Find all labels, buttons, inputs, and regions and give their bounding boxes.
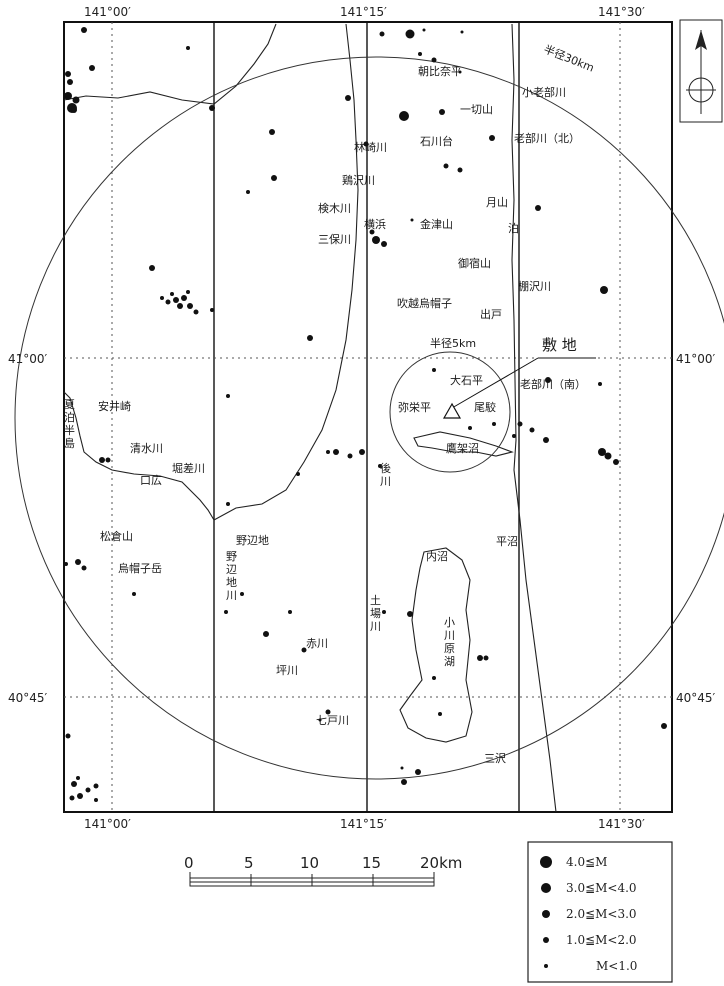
legend-label-m1: 1.0≦M<2.0 (566, 933, 637, 947)
place-ogawarako-vertical: 小川原湖 (444, 616, 455, 668)
label-radius-30km: 半径30km (542, 42, 596, 75)
coastlines (63, 23, 557, 813)
place-horisagawa: 堀差川 (172, 461, 205, 475)
scale-tick-15: 15 (362, 854, 381, 872)
place-uchinuma: 内沼 (426, 549, 448, 563)
coord-left-2: 40°45′ (8, 691, 48, 705)
place-kuchihiro: 口広 (140, 474, 162, 487)
place-dedo: 出戸 (480, 307, 502, 321)
place-tomari: 泊 (508, 222, 519, 235)
place-oishitai: 大石平 (450, 373, 483, 387)
place-noheji: 野辺地 (236, 534, 269, 547)
place-misawa: 三沢 (484, 751, 506, 765)
place-rinzakigawa: 林崎川 (354, 140, 387, 154)
coord-right-2: 40°45′ (676, 691, 716, 705)
site-label: 敷 地 (542, 336, 577, 354)
legend-dot-m2 (542, 910, 550, 918)
place-ishikawadai: 石川台 (420, 134, 453, 148)
coord-top-2: 141°15′ (340, 5, 387, 19)
label-radius-5km: 半径5km (430, 336, 476, 350)
place-atogawa-vertical: 後川 (380, 461, 391, 488)
place-asahinatai: 朝比奈平 (418, 64, 462, 78)
coord-right-1: 41°00′ (676, 352, 716, 366)
coord-top-3: 141°30′ (598, 5, 645, 19)
legend-dot-m0 (544, 964, 548, 968)
map-frame (63, 21, 673, 813)
radius-5km-circle (389, 351, 511, 473)
place-shichinohegawa: 七戸川 (316, 714, 349, 727)
scale-bar: 0 5 10 15 20km (184, 854, 462, 887)
place-oobegawa-s: 老部川（南） (520, 377, 586, 391)
place-nohejigawa-vertical: 野辺地川 (226, 550, 237, 602)
place-tsukiyama: 月山 (486, 196, 508, 209)
place-tanasawagawa: 棚沢川 (518, 279, 551, 293)
epicenters (64, 27, 667, 802)
scale-tick-20: 20km (420, 854, 462, 872)
coord-top-1: 141°00′ (84, 5, 131, 19)
place-tsubogawa: 坪川 (276, 664, 298, 677)
scale-tick-10: 10 (300, 854, 319, 872)
legend-label-m4: 4.0≦M (566, 855, 607, 869)
vertical-place-labels: 夏泊半島後川野辺地川土場川小川原湖 (64, 398, 455, 668)
place-dobagawa-vertical: 土場川 (370, 594, 381, 633)
coord-bottom-2: 141°15′ (340, 817, 387, 831)
scale-tick-0: 0 (184, 854, 194, 872)
place-takahokonuma: 鷹架沼 (446, 441, 479, 455)
grid-lines (213, 22, 520, 812)
magnitude-legend: 4.0≦M 3.0≦M<4.0 2.0≦M<3.0 1.0≦M<2.0 M<1.… (527, 841, 673, 983)
place-eboshidake: 烏帽子岳 (118, 561, 162, 575)
place-shimizugawa: 清水川 (130, 442, 163, 455)
place-keisawagawa: 鶏沢川 (342, 173, 375, 187)
place-labels: 朝比奈平 一切山 小老部川 林崎川 石川台 老部川（北） 鶏沢川 検木川 月山 … (98, 64, 586, 765)
place-akagawa: 赤川 (306, 637, 328, 650)
place-koobegawa: 小老部川 (522, 85, 566, 99)
radius-30km-circle (14, 56, 724, 780)
coord-bottom-1: 141°00′ (84, 817, 131, 831)
place-natsudomari-vertical: 夏泊半島 (64, 398, 75, 450)
legend-dot-m3 (541, 883, 551, 893)
place-mihogawa: 三保川 (318, 232, 351, 246)
north-arrow (679, 19, 723, 123)
place-oobegawa-n: 老部川（北） (514, 131, 580, 145)
place-ichikiriyama: 一切山 (460, 103, 493, 116)
coord-left-1: 41°00′ (8, 352, 48, 366)
place-kenokigawa: 検木川 (318, 201, 351, 215)
place-yokohama: 横浜 (364, 217, 386, 231)
legend-label-m0: M<1.0 (596, 959, 637, 973)
place-kanatsuyama: 金津山 (420, 217, 453, 231)
place-yasuizaki: 安井崎 (98, 399, 131, 413)
legend-label-m2: 2.0≦M<3.0 (566, 907, 637, 921)
legend-dot-m4 (540, 856, 552, 868)
place-matsukurayama: 松倉山 (100, 529, 133, 543)
scale-tick-5: 5 (244, 854, 254, 872)
place-fukkoshi: 吹越烏帽子 (397, 296, 452, 310)
place-goshukuyama: 御宿山 (458, 256, 491, 270)
place-obuchi: 尾駮 (474, 400, 496, 414)
place-hiranuma: 平沼 (496, 534, 518, 548)
site-triangle-marker (442, 402, 462, 419)
place-yaeitai: 弥栄平 (398, 400, 431, 414)
legend-dot-m1 (543, 937, 549, 943)
coord-bottom-3: 141°30′ (598, 817, 645, 831)
legend-label-m3: 3.0≦M<4.0 (566, 881, 637, 895)
site-leader-line (451, 357, 539, 409)
